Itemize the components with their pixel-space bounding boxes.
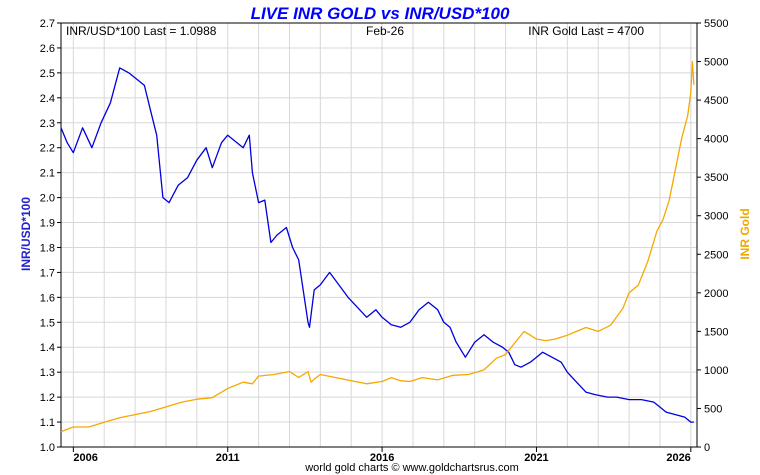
left-tick-label: 1.5 (40, 317, 55, 329)
left-tick-label: 1.3 (40, 367, 55, 379)
left-tick-label: 2.3 (40, 118, 55, 130)
inr-usd-line (60, 67, 694, 423)
left-tick-label: 2.0 (40, 193, 55, 205)
left-tick-label: 2.2 (40, 143, 55, 155)
x-tick-label: 2026 (666, 452, 690, 464)
x-tick-marks (72, 447, 692, 452)
right-tick-label: 3500 (704, 172, 728, 184)
x-tick-label: 2006 (73, 452, 97, 464)
right-tick-marks (697, 22, 701, 448)
right-axis-ticks: 0 500 1000 1500 2000 2500 3000 3500 4000 4500 5000… (704, 18, 728, 454)
left-tick-label: 2.4 (40, 93, 55, 105)
plot-frame (60, 22, 698, 448)
right-tick-label: 1500 (704, 326, 728, 338)
x-tick-label: 2016 (370, 452, 394, 464)
left-tick-label: 2.7 (40, 18, 55, 30)
left-tick-label: 1.7 (40, 267, 55, 279)
left-tick-label: 2.1 (40, 168, 55, 180)
right-tick-label: 1000 (704, 365, 728, 377)
right-tick-label: 500 (704, 403, 722, 415)
x-axis-ticks: 2006 2011 2016 2021 2026 (73, 452, 690, 464)
last-inr-usd-label: INR/USD*100 Last = 1.0988 (66, 24, 217, 38)
left-tick-label: 2.6 (40, 43, 55, 55)
right-tick-label: 5000 (704, 57, 728, 69)
left-tick-label: 1.6 (40, 292, 55, 304)
x-tick-label: 2021 (524, 452, 548, 464)
x-tick-label: 2011 (216, 452, 240, 464)
date-label: Feb-26 (366, 24, 404, 38)
left-tick-label: 1.9 (40, 218, 55, 230)
left-tick-label: 1.4 (40, 342, 55, 354)
left-tick-label: 1.2 (40, 392, 55, 404)
left-tick-label: 1.8 (40, 242, 55, 254)
footer-credit: world gold charts © www.goldchartsrus.co… (304, 462, 519, 474)
left-tick-marks (57, 22, 61, 448)
left-tick-label: 1.0 (40, 442, 55, 454)
right-tick-label: 2000 (704, 288, 728, 300)
series-lines (60, 60, 695, 433)
last-gold-label: INR Gold Last = 4700 (528, 24, 644, 38)
left-axis-label: INR/USD*100 (19, 197, 33, 271)
right-tick-label: 4500 (704, 95, 728, 107)
right-tick-label: 5500 (704, 18, 728, 30)
left-tick-label: 2.5 (40, 68, 55, 80)
inr-gold-line (60, 60, 695, 433)
right-tick-label: 4000 (704, 134, 728, 146)
left-axis-ticks: 1.0 1.1 1.2 1.3 1.4 1.5 1.6 1.7 1.8 1.9 2.0 2.1 2.2 2… (40, 18, 55, 454)
right-tick-label: 2500 (704, 249, 728, 261)
right-tick-label: 0 (704, 442, 710, 454)
right-axis-label: INR Gold (738, 208, 752, 259)
right-tick-label: 3000 (704, 211, 728, 223)
chart-title: LIVE INR GOLD vs INR/USD*100 (251, 4, 510, 23)
left-tick-label: 1.1 (40, 417, 55, 429)
